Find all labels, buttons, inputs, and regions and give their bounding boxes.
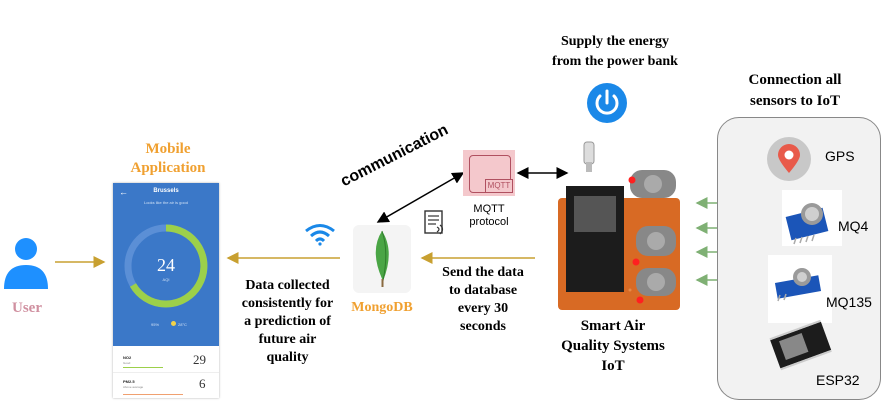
pm25-bar <box>123 394 183 395</box>
document-icon <box>424 210 444 235</box>
user-label: User <box>12 300 42 316</box>
mobile-phone-screen: ← Brussels Looks like the air is good 24… <box>113 183 219 398</box>
sensor-label-gps: GPS <box>825 148 855 164</box>
iot-board-image <box>558 141 680 310</box>
phone-header: ← Brussels Looks like the air is good 24… <box>113 183 219 346</box>
esp32-board-image <box>769 320 832 371</box>
mongodb-leaf-icon <box>375 230 389 287</box>
phone-subtitle: Looks like the air is good <box>143 200 189 205</box>
power-button-icon <box>587 83 627 123</box>
sensors-panel: GPS MQ4 MQ135 ESP32 <box>717 117 881 400</box>
connection-title: Connection all sensors to IoT <box>748 72 842 109</box>
phone-row-no2: NO2 Good 29 <box>113 350 219 373</box>
sensor-label-esp32: ESP32 <box>816 372 860 388</box>
legend-left: 95% <box>151 322 160 327</box>
mongodb-box <box>353 225 411 293</box>
phone-row-pm25: PM2.5 Above average 6 <box>113 374 219 396</box>
mq4-sensor-image <box>782 190 842 246</box>
sensor-label-mq4: MQ4 <box>838 218 869 234</box>
phone-city: Brussels <box>153 188 179 194</box>
no2-bar <box>123 367 163 368</box>
back-arrow-icon: ← <box>119 187 128 197</box>
mongodb-label: MongoDB <box>351 300 413 315</box>
wifi-icon <box>305 224 335 246</box>
gps-pin-icon <box>767 137 811 181</box>
aqi-unit: AQI <box>162 277 170 282</box>
smart-air-label: Smart Air Quality Systems IoT <box>561 318 665 374</box>
sensor-label-mq135: MQ135 <box>826 294 872 310</box>
mqtt-icon-text: MQTT <box>485 179 513 193</box>
aqi-ring <box>124 224 208 308</box>
legend-right: 28°C <box>178 322 187 327</box>
mobile-app-title: Mobile Application <box>130 141 206 176</box>
aqi-value: 24 <box>157 255 175 275</box>
mqtt-protocol-label: MQTT protocol <box>469 203 509 228</box>
arrow-mongodb-mqtt <box>376 172 465 223</box>
mqtt-icon-box: MQTT <box>463 150 515 196</box>
power-supply-label: Supply the energy from the power bank <box>552 34 678 69</box>
send-data-label: Send the data to database every 30 secon… <box>442 265 524 334</box>
sun-icon <box>171 321 176 326</box>
mq135-sensor-image <box>768 255 832 323</box>
data-collected-label: Data collected consistently for a predic… <box>241 278 334 365</box>
user-icon <box>4 238 48 289</box>
